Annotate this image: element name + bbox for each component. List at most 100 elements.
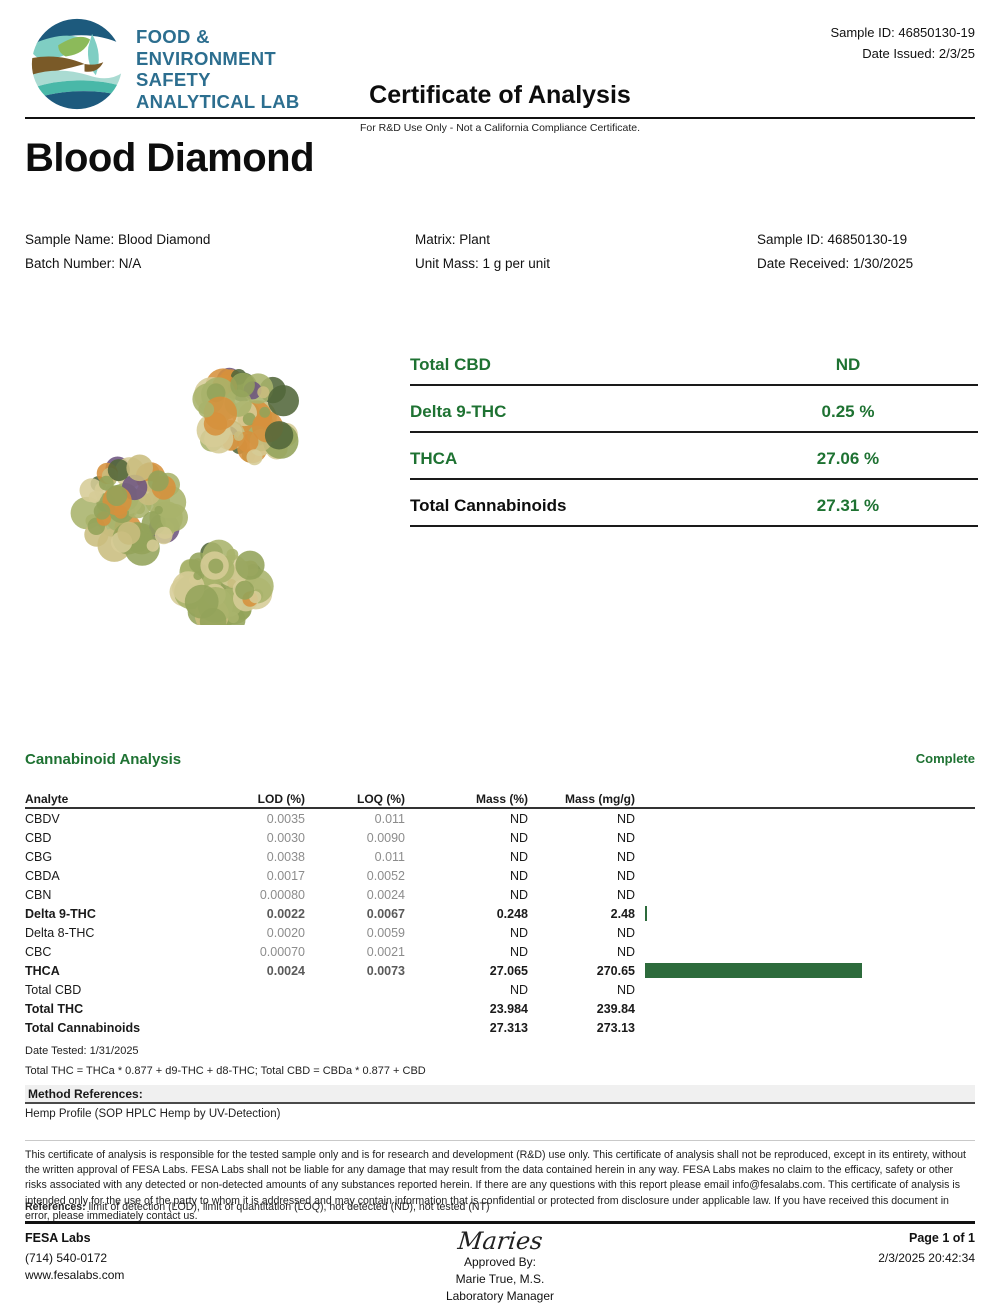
cell-massmgg: ND xyxy=(616,982,635,997)
analysis-row-cbg: CBG 0.0038 0.011 ND ND xyxy=(25,847,975,866)
cell-lod: 0.0017 xyxy=(266,868,305,883)
footer-phone: (714) 540-0172 xyxy=(25,1251,108,1265)
col-header-loq: LOQ (%) xyxy=(357,792,405,806)
cell-loq: 0.0021 xyxy=(366,944,405,959)
cell-lod: 0.0020 xyxy=(266,925,305,940)
cell-massmgg: 239.84 xyxy=(596,1001,635,1016)
cell-massmgg: 270.65 xyxy=(596,963,635,978)
analysis-row-total-thc: Total THC 23.984 239.84 xyxy=(25,999,975,1018)
page-title: Certificate of Analysis xyxy=(369,81,631,109)
header-divider xyxy=(25,117,975,119)
mass-bar xyxy=(645,963,862,978)
approver-signature: Maries xyxy=(456,1227,544,1255)
cell-loq: 0.011 xyxy=(374,849,405,864)
summary-label: Total Cannabinoids xyxy=(410,496,567,515)
cell-analyte: Delta 8-THC xyxy=(25,925,95,940)
summary-row: THCA 27.06 % xyxy=(410,433,978,480)
cell-analyte: CBDA xyxy=(25,868,60,883)
page-subtitle: For R&D Use Only - Not a California Comp… xyxy=(359,122,641,134)
cell-masspct: 27.065 xyxy=(489,963,528,978)
summary-label: THCA xyxy=(410,449,458,468)
footer-divider xyxy=(25,1221,975,1224)
date-received: Date Received: 1/30/2025 xyxy=(757,256,914,271)
cell-analyte: Total THC xyxy=(25,1001,84,1016)
analysis-footnotes: Date Tested: 1/31/2025 Total THC = THCa … xyxy=(25,1045,426,1085)
summary-value: ND xyxy=(835,355,861,374)
analysis-row-cbd: CBD 0.0030 0.0090 ND ND xyxy=(25,828,975,847)
cell-masspct: ND xyxy=(509,868,528,883)
product-photo xyxy=(30,295,360,635)
method-references-heading: Method References: xyxy=(25,1085,975,1104)
cell-masspct: ND xyxy=(509,830,528,845)
analysis-row-thca: THCA 0.0024 0.0073 27.065 270.65 xyxy=(25,961,975,980)
cell-masspct: ND xyxy=(509,811,528,826)
summary-value: 0.25 % xyxy=(821,402,875,421)
analysis-row-cbda: CBDA 0.0017 0.0052 ND ND xyxy=(25,866,975,885)
cell-lod: 0.0030 xyxy=(266,830,305,845)
cell-analyte: CBC xyxy=(25,944,52,959)
cell-loq: 0.0024 xyxy=(366,887,405,902)
cell-massmgg: 2.48 xyxy=(610,906,635,921)
footer-lab-name: FESA Labs xyxy=(25,1231,91,1245)
summary-label: Delta 9-THC xyxy=(410,402,507,421)
summary-row: Total Cannabinoids 27.31 % xyxy=(410,480,978,527)
cell-masspct: ND xyxy=(509,849,528,864)
cell-massmgg: ND xyxy=(616,925,635,940)
cell-loq: 0.0090 xyxy=(366,830,405,845)
col-header-lod: LOD (%) xyxy=(257,792,305,806)
cell-analyte: CBD xyxy=(25,830,52,845)
references-label: References: xyxy=(25,1201,86,1213)
cell-loq: 0.0073 xyxy=(366,963,405,978)
header-sample-info: Sample ID: 46850130-19 Date Issued: 2/3/… xyxy=(830,22,975,64)
analysis-row-delta-9-thc: Delta 9-THC 0.0022 0.0067 0.248 2.48 xyxy=(25,904,975,923)
cell-masspct: ND xyxy=(509,925,528,940)
analysis-status-badge: Complete xyxy=(915,751,975,766)
summary-row: Delta 9-THC 0.25 % xyxy=(410,386,978,433)
cell-massmgg: ND xyxy=(616,849,635,864)
cell-massmgg: ND xyxy=(616,944,635,959)
disclaimer-divider xyxy=(25,1140,975,1141)
cell-masspct: ND xyxy=(509,887,528,902)
analysis-row-cbn: CBN 0.00080 0.0024 ND ND xyxy=(25,885,975,904)
cell-analyte: Total Cannabinoids xyxy=(25,1020,141,1035)
analysis-table-header: Analyte LOD (%) LOQ (%) Mass (%) Mass (m… xyxy=(25,791,975,809)
col-header-mass-pct: Mass (%) xyxy=(475,792,528,806)
mass-bar xyxy=(645,906,647,921)
footer: FESA Labs (714) 540-0172 www.fesalabs.co… xyxy=(25,1227,975,1305)
lab-name-line3: SAFETY xyxy=(136,69,211,90)
matrix: Matrix: Plant xyxy=(415,232,491,247)
cell-lod: 0.0035 xyxy=(266,811,305,826)
analysis-row-total-cannabinoids: Total Cannabinoids 27.313 273.13 xyxy=(25,1018,975,1037)
cell-analyte: CBN xyxy=(25,887,52,902)
cell-lod: 0.0038 xyxy=(266,849,305,864)
lab-name: FOOD & ENVIRONMENT SAFETY ANALYTICAL LAB xyxy=(136,26,300,112)
cell-massmgg: ND xyxy=(616,830,635,845)
sample-info-row: Sample Name: Blood Diamond Batch Number:… xyxy=(25,228,975,276)
references-line: References: limit of detection (LOD), li… xyxy=(25,1201,975,1213)
lab-logo-icon xyxy=(31,18,123,110)
lab-name-line1: FOOD & xyxy=(136,26,210,47)
cell-massmgg: ND xyxy=(616,868,635,883)
cell-loq: 0.011 xyxy=(374,811,405,826)
summary-row: Total CBD ND xyxy=(410,355,978,386)
unit-mass: Unit Mass: 1 g per unit xyxy=(415,256,551,271)
analysis-row-total-cbd: Total CBD ND ND xyxy=(25,980,975,999)
cell-masspct: ND xyxy=(509,982,528,997)
lab-name-line4: ANALYTICAL LAB xyxy=(136,90,300,112)
cell-lod: 0.0024 xyxy=(266,963,305,978)
cell-analyte: Delta 9-THC xyxy=(25,906,96,921)
analysis-table: Analyte LOD (%) LOQ (%) Mass (%) Mass (m… xyxy=(25,791,975,1037)
cell-massmgg: 273.13 xyxy=(596,1020,635,1035)
cell-lod: 0.00080 xyxy=(259,887,305,902)
cell-masspct: 27.313 xyxy=(489,1020,528,1035)
col-header-analyte: Analyte xyxy=(25,792,69,806)
cell-masspct: 0.248 xyxy=(496,906,528,921)
disclaimer-text: This certificate of analysis is responsi… xyxy=(25,1149,966,1222)
batch-number: Batch Number: N/A xyxy=(25,256,142,271)
cell-massmgg: ND xyxy=(616,811,635,826)
header-date-issued: Date Issued: 2/3/25 xyxy=(862,46,975,61)
cell-analyte: CBDV xyxy=(25,811,60,826)
approver-title: Laboratory Manager xyxy=(445,1289,555,1303)
cell-masspct: ND xyxy=(509,944,528,959)
cell-lod: 0.0022 xyxy=(266,906,305,921)
